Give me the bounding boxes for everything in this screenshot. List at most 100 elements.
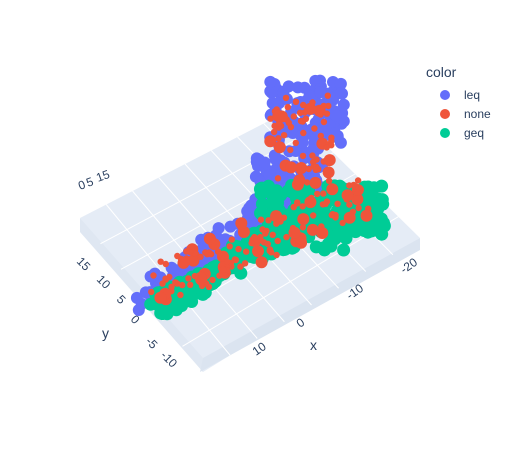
point-none[interactable] bbox=[299, 152, 307, 160]
point-none[interactable] bbox=[262, 230, 269, 237]
point-leq[interactable] bbox=[298, 81, 311, 94]
point-none[interactable] bbox=[313, 104, 326, 117]
point-none[interactable] bbox=[300, 129, 307, 137]
point-none[interactable] bbox=[324, 92, 331, 99]
point-none[interactable] bbox=[355, 204, 362, 212]
point-none[interactable] bbox=[322, 200, 329, 207]
point-leq[interactable] bbox=[334, 77, 347, 90]
point-geq[interactable] bbox=[329, 217, 343, 231]
point-none[interactable] bbox=[255, 256, 268, 269]
point-geq[interactable] bbox=[255, 207, 269, 221]
point-none[interactable] bbox=[186, 248, 194, 256]
point-geq[interactable] bbox=[356, 221, 370, 234]
point-none[interactable] bbox=[257, 236, 264, 244]
point-none[interactable] bbox=[270, 128, 278, 136]
point-none[interactable] bbox=[328, 142, 335, 149]
point-none[interactable] bbox=[305, 165, 312, 173]
point-none[interactable] bbox=[269, 231, 276, 238]
point-none[interactable] bbox=[299, 203, 306, 210]
point-none[interactable] bbox=[264, 135, 277, 148]
point-none[interactable] bbox=[168, 283, 175, 290]
point-geq[interactable] bbox=[325, 231, 339, 245]
point-none[interactable] bbox=[299, 224, 307, 231]
legend[interactable]: color leq none geq bbox=[426, 64, 510, 142]
point-none[interactable] bbox=[179, 281, 186, 289]
point-none[interactable] bbox=[310, 212, 317, 219]
point-leq[interactable] bbox=[243, 202, 256, 215]
point-none[interactable] bbox=[187, 281, 194, 288]
point-none[interactable] bbox=[346, 201, 353, 208]
point-none[interactable] bbox=[172, 279, 179, 286]
point-none[interactable] bbox=[206, 234, 213, 242]
point-none[interactable] bbox=[148, 288, 155, 296]
point-none[interactable] bbox=[322, 166, 335, 179]
point-none[interactable] bbox=[339, 219, 346, 227]
point-none[interactable] bbox=[266, 246, 274, 253]
point-leq[interactable] bbox=[264, 75, 277, 88]
point-none[interactable] bbox=[354, 177, 362, 184]
point-none[interactable] bbox=[150, 272, 157, 279]
point-none[interactable] bbox=[272, 109, 285, 122]
point-none[interactable] bbox=[194, 271, 207, 284]
point-none[interactable] bbox=[283, 233, 290, 241]
point-none[interactable] bbox=[248, 239, 255, 247]
point-leq[interactable] bbox=[258, 156, 271, 169]
point-none[interactable] bbox=[297, 213, 310, 226]
point-none[interactable] bbox=[308, 194, 315, 202]
point-leq[interactable] bbox=[296, 136, 309, 149]
point-none[interactable] bbox=[274, 175, 282, 182]
point-geq[interactable] bbox=[196, 287, 210, 301]
point-geq[interactable] bbox=[160, 307, 174, 321]
point-geq[interactable] bbox=[255, 197, 269, 211]
point-none[interactable] bbox=[302, 115, 310, 123]
scatter-points[interactable] bbox=[130, 74, 391, 321]
point-none[interactable] bbox=[162, 260, 169, 268]
point-none[interactable] bbox=[343, 211, 356, 224]
point-leq[interactable] bbox=[329, 109, 342, 122]
point-leq[interactable] bbox=[331, 131, 344, 144]
point-none[interactable] bbox=[154, 291, 167, 304]
point-none[interactable] bbox=[294, 199, 301, 206]
point-none[interactable] bbox=[228, 236, 235, 243]
point-none[interactable] bbox=[293, 174, 306, 187]
point-none[interactable] bbox=[323, 154, 336, 167]
point-none[interactable] bbox=[309, 99, 316, 106]
point-none[interactable] bbox=[314, 190, 321, 198]
point-none[interactable] bbox=[264, 240, 271, 248]
point-none[interactable] bbox=[237, 263, 244, 270]
point-none[interactable] bbox=[273, 251, 280, 259]
point-none[interactable] bbox=[327, 184, 334, 191]
point-none[interactable] bbox=[187, 254, 200, 267]
point-geq[interactable] bbox=[183, 290, 197, 304]
point-none[interactable] bbox=[309, 176, 322, 189]
point-geq[interactable] bbox=[274, 188, 288, 202]
point-none[interactable] bbox=[296, 167, 303, 175]
point-none[interactable] bbox=[207, 251, 215, 258]
point-none[interactable] bbox=[306, 223, 319, 236]
point-none[interactable] bbox=[309, 152, 316, 159]
point-none[interactable] bbox=[285, 119, 292, 127]
point-leq[interactable] bbox=[306, 144, 319, 157]
point-none[interactable] bbox=[296, 109, 304, 117]
point-none[interactable] bbox=[192, 250, 199, 257]
point-none[interactable] bbox=[325, 102, 332, 110]
point-none[interactable] bbox=[226, 243, 233, 250]
point-none[interactable] bbox=[320, 118, 328, 126]
point-none[interactable] bbox=[273, 220, 280, 227]
point-none[interactable] bbox=[265, 217, 272, 224]
legend-item-geq[interactable]: geq bbox=[426, 123, 510, 142]
point-none[interactable] bbox=[241, 260, 249, 267]
point-none[interactable] bbox=[157, 258, 164, 265]
point-none[interactable] bbox=[219, 265, 227, 273]
point-none[interactable] bbox=[320, 190, 327, 197]
point-none[interactable] bbox=[235, 245, 242, 253]
point-none[interactable] bbox=[232, 256, 240, 264]
point-none[interactable] bbox=[292, 139, 299, 147]
point-none[interactable] bbox=[323, 110, 331, 117]
point-none[interactable] bbox=[257, 216, 265, 223]
point-geq[interactable] bbox=[337, 243, 351, 257]
point-none[interactable] bbox=[174, 252, 181, 260]
point-none[interactable] bbox=[341, 189, 354, 202]
point-none[interactable] bbox=[282, 94, 290, 102]
